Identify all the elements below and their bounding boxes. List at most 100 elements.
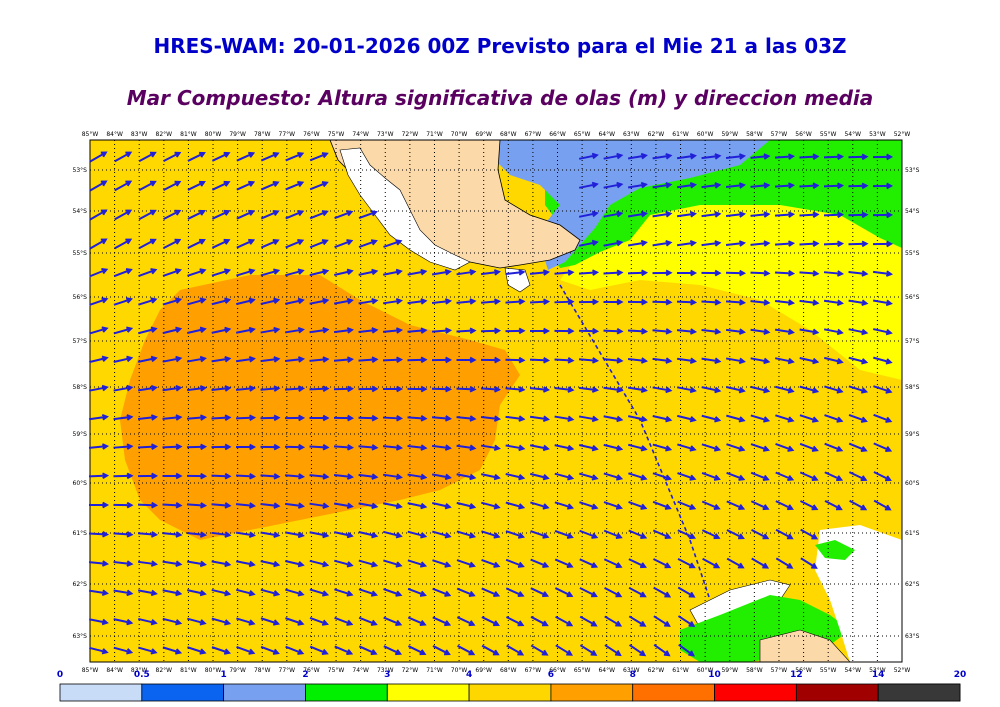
direction-arrow (505, 473, 526, 481)
direction-arrow (481, 558, 501, 568)
lon-label-top: 63°W (623, 131, 640, 138)
direction-arrow (677, 529, 697, 540)
direction-arrow (578, 181, 599, 189)
direction-arrow (333, 444, 355, 451)
direction-arrow (236, 238, 256, 249)
direction-arrow (725, 153, 747, 160)
direction-arrow (872, 328, 893, 336)
direction-arrow (138, 151, 157, 163)
direction-arrow (186, 355, 207, 363)
direction-arrow (652, 415, 673, 423)
lon-label-top: 70°W (451, 131, 468, 138)
direction-arrow (236, 268, 256, 277)
colorbar-swatch (386, 683, 470, 702)
direction-arrow (604, 586, 623, 598)
direction-arrow (334, 616, 354, 626)
lon-label-top: 74°W (352, 131, 369, 138)
direction-arrow (652, 472, 673, 481)
direction-arrow (652, 298, 673, 306)
direction-arrow (505, 530, 526, 539)
direction-arrow (89, 355, 109, 364)
direction-arrow (260, 209, 280, 220)
lon-label-top: 55°W (820, 131, 837, 138)
direction-arrow (186, 385, 207, 392)
direction-arrow (774, 328, 795, 336)
direction-arrow (285, 268, 305, 277)
direction-arrow (285, 617, 305, 626)
direction-arrow (775, 385, 795, 394)
direction-arrow (309, 443, 330, 451)
direction-arrow (284, 326, 305, 334)
direction-arrow (529, 298, 551, 306)
colorbar-label: 3 (384, 670, 390, 680)
lat-label-right: 60°S (905, 480, 920, 487)
colorbar-label: 2 (302, 670, 308, 680)
lat-label-left: 57°S (73, 338, 88, 345)
colorbar-swatch (468, 683, 552, 702)
lon-label-top: 71°W (426, 131, 443, 138)
direction-arrow (579, 587, 598, 598)
direction-arrow (678, 643, 695, 657)
direction-arrow (872, 211, 894, 219)
direction-arrow (627, 210, 648, 218)
direction-arrow (824, 442, 844, 452)
direction-arrow (848, 328, 869, 336)
direction-arrow (358, 268, 379, 276)
direction-arrow (603, 472, 624, 481)
direction-arrow (751, 528, 770, 540)
direction-arrow (848, 240, 869, 248)
direction-arrow (163, 238, 182, 249)
direction-arrow (114, 238, 133, 250)
direction-arrow (334, 239, 354, 249)
colorbar-label: 4 (466, 670, 472, 680)
direction-arrow (676, 269, 698, 277)
direction-arrow (480, 386, 502, 393)
direction-arrow (604, 615, 623, 627)
direction-arrow (431, 268, 452, 276)
direction-arrow (186, 472, 208, 480)
lon-label-bottom: 79°W (229, 667, 246, 674)
direction-arrow (555, 615, 574, 627)
direction-arrow (652, 152, 673, 160)
direction-arrow (309, 414, 330, 422)
direction-arrow (162, 501, 183, 509)
direction-arrow (284, 297, 305, 305)
direction-arrow (236, 617, 256, 626)
direction-arrow (701, 153, 722, 160)
direction-arrow (260, 151, 280, 162)
direction-arrow (382, 502, 403, 510)
graticule (89, 140, 903, 662)
direction-arrow (456, 616, 476, 627)
direction-arrow (848, 413, 868, 423)
direction-arrow (285, 181, 305, 191)
direction-arrow (750, 240, 771, 247)
direction-arrow (333, 327, 354, 334)
direction-arrow (138, 209, 157, 221)
direction-arrow (750, 443, 770, 452)
direction-arrow (431, 327, 453, 334)
lon-label-bottom: 56°W (795, 667, 812, 674)
direction-arrow (799, 357, 820, 365)
direction-arrow (235, 414, 257, 422)
direction-arrow (701, 211, 722, 218)
lon-label-bottom: 65°W (574, 667, 591, 674)
colorbar-label: 14 (872, 670, 885, 680)
direction-arrow (235, 531, 256, 538)
direction-arrow (260, 531, 281, 539)
direction-arrow (456, 269, 477, 276)
direction-arrow (750, 328, 771, 335)
direction-arrow (579, 529, 599, 539)
lon-label-bottom: 76°W (303, 667, 320, 674)
direction-arrow (407, 473, 428, 481)
direction-arrow (334, 268, 354, 276)
direction-arrow (725, 299, 747, 306)
direction-arrow (309, 645, 329, 655)
direction-arrow (799, 182, 820, 189)
direction-arrow (505, 298, 526, 305)
direction-arrow (823, 240, 845, 248)
lon-label-top: 66°W (549, 131, 566, 138)
direction-arrow (774, 153, 796, 160)
direction-arrow (652, 443, 673, 452)
direction-arrow (701, 471, 721, 481)
direction-arrow (162, 355, 183, 363)
